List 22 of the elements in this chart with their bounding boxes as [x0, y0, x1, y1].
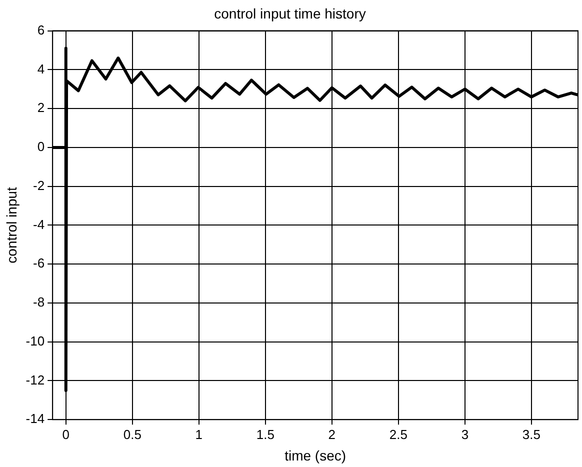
x-tick-label: 2	[328, 426, 336, 442]
x-tick-label: 3.5	[522, 426, 540, 442]
y-axis-title: control input	[3, 186, 20, 264]
x-tick-label: 0	[62, 426, 70, 442]
y-tick-label: 6	[37, 22, 45, 38]
chart-title: control input time history	[214, 5, 366, 22]
x-axis-title: time (sec)	[284, 447, 346, 464]
y-tick-label: -10	[26, 333, 45, 348]
y-tick-label: -6	[33, 256, 45, 271]
y-tick-label: -8	[33, 294, 45, 310]
y-tick-label: 4	[37, 61, 45, 76]
y-tick-label: 2	[37, 100, 45, 116]
x-tick-label: 0.5	[123, 426, 142, 442]
x-tick-label: 1.5	[256, 426, 274, 442]
y-tick-label: -12	[26, 372, 45, 388]
y-tick-label: -4	[33, 216, 45, 232]
x-tick-label: 1	[195, 426, 203, 442]
y-tick-label: -2	[33, 178, 45, 193]
y-tick-label: 0	[37, 139, 45, 154]
x-tick-label: 3	[461, 426, 469, 442]
x-tick-label: 2.5	[389, 426, 408, 442]
y-tick-label: -14	[26, 411, 45, 426]
